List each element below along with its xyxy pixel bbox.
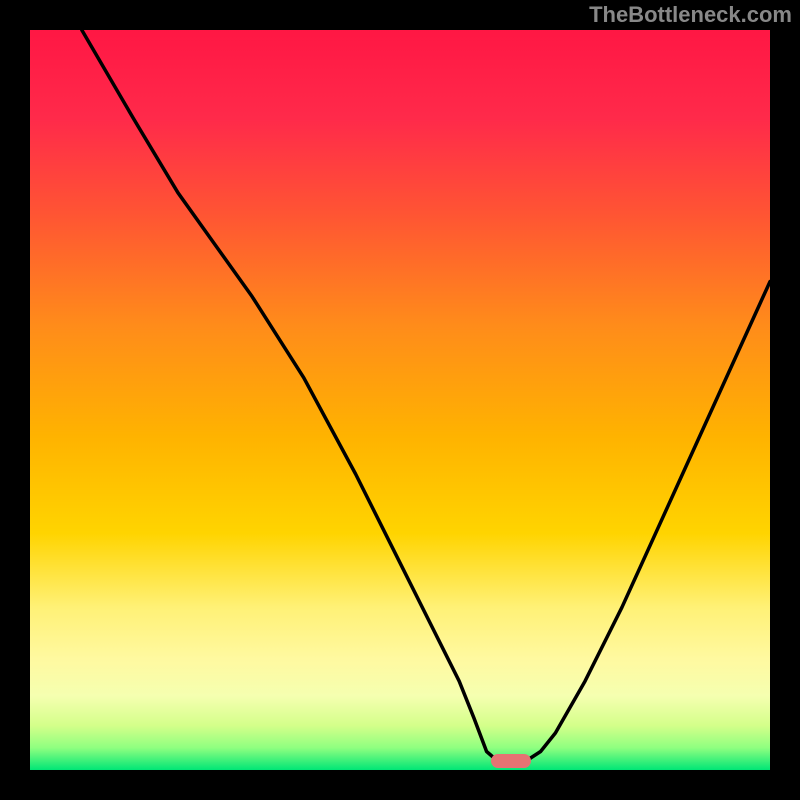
watermark-text: TheBottleneck.com xyxy=(589,2,792,28)
plot-area xyxy=(30,30,770,770)
minimum-marker xyxy=(491,754,531,768)
chart-container: TheBottleneck.com xyxy=(0,0,800,800)
bottleneck-curve xyxy=(30,30,770,770)
